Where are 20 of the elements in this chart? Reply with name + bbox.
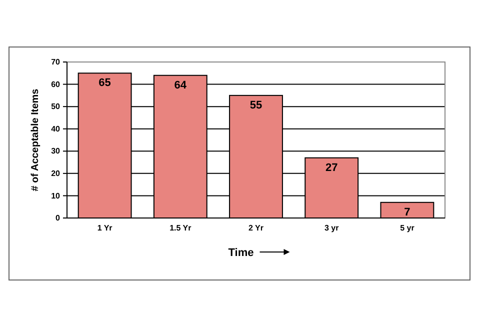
y-tick-label: 0 — [56, 214, 61, 223]
y-tick-label: 10 — [51, 191, 61, 200]
x-tick-label: 2 Yr — [248, 224, 264, 233]
x-tick-label: 3 yr — [324, 224, 339, 233]
data-label: 55 — [250, 99, 262, 112]
data-label: 27 — [325, 162, 338, 174]
x-tick-label: 1 Yr — [97, 224, 112, 233]
y-tick-label: 70 — [51, 58, 61, 67]
y-tick-label: 40 — [51, 124, 61, 134]
data-label: 64 — [174, 79, 188, 92]
x-axis-title: Time — [228, 247, 254, 259]
data-label: 7 — [404, 206, 410, 218]
y-tick-label: 60 — [51, 80, 61, 89]
x-tick-label: 5 yr — [400, 224, 414, 233]
y-tick-label: 20 — [51, 168, 61, 178]
data-label: 65 — [98, 77, 111, 90]
y-tick-label: 50 — [51, 102, 61, 112]
x-tick-label: 1.5 Yr — [170, 224, 192, 233]
y-axis-title: # of Acceptable Items — [30, 88, 41, 192]
y-tick-label: 30 — [51, 146, 61, 156]
